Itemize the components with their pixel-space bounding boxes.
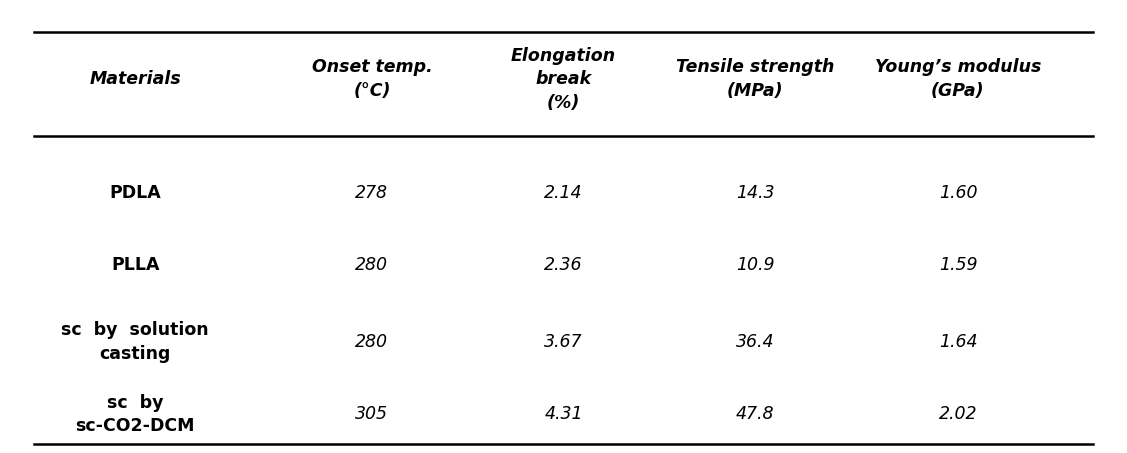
Text: 1.64: 1.64 <box>939 333 977 351</box>
Text: 47.8: 47.8 <box>736 405 774 424</box>
Text: 280: 280 <box>355 256 389 274</box>
Text: Materials: Materials <box>89 70 181 88</box>
Text: 1.60: 1.60 <box>939 183 977 202</box>
Text: 3.67: 3.67 <box>544 333 583 351</box>
Text: 2.14: 2.14 <box>544 183 583 202</box>
Text: sc  by  solution
casting: sc by solution casting <box>62 321 208 363</box>
Text: 2.02: 2.02 <box>939 405 977 424</box>
Text: sc  by
sc-CO2-DCM: sc by sc-CO2-DCM <box>76 394 195 435</box>
Text: 278: 278 <box>355 183 389 202</box>
Text: 14.3: 14.3 <box>736 183 774 202</box>
Text: 4.31: 4.31 <box>544 405 583 424</box>
Text: 280: 280 <box>355 333 389 351</box>
Text: Onset temp.
(°C): Onset temp. (°C) <box>311 58 433 100</box>
Text: Elongation
break
(%): Elongation break (%) <box>511 47 616 112</box>
Text: PDLA: PDLA <box>109 183 161 202</box>
Text: PLLA: PLLA <box>110 256 160 274</box>
Text: 1.59: 1.59 <box>939 256 977 274</box>
Text: 10.9: 10.9 <box>736 256 774 274</box>
Text: Tensile strength
(MPa): Tensile strength (MPa) <box>676 58 834 100</box>
Text: Young’s modulus
(GPa): Young’s modulus (GPa) <box>875 58 1041 100</box>
Text: 2.36: 2.36 <box>544 256 583 274</box>
Text: 36.4: 36.4 <box>736 333 774 351</box>
Text: 305: 305 <box>355 405 389 424</box>
